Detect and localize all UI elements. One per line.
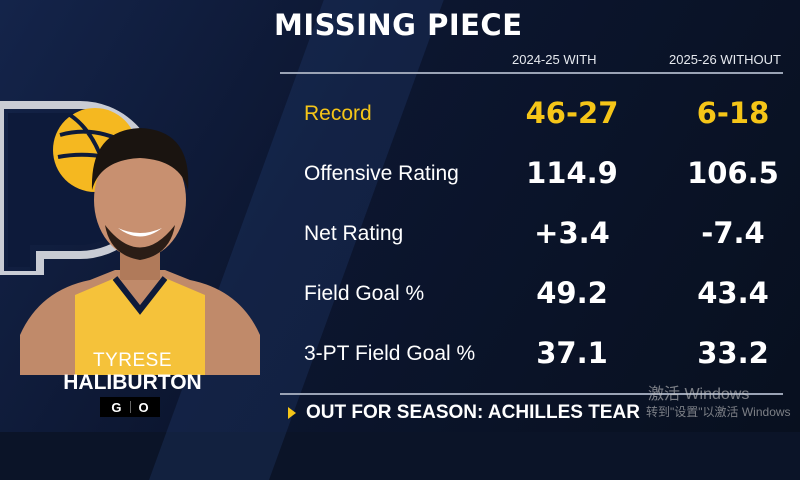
header-divider: [280, 72, 783, 74]
stat-label: 3-PT Field Goal %: [304, 342, 476, 365]
stat-with: 37.1: [536, 336, 608, 370]
footer-text: OUT FOR SEASON: ACHILLES TEAR: [306, 402, 640, 423]
stat-without: 43.4: [697, 276, 769, 310]
stat-row-net-rating: Net Rating +3.4 -7.4: [0, 214, 800, 254]
player-photo: [20, 128, 260, 375]
stat-without: -7.4: [701, 216, 765, 250]
stat-with: 49.2: [536, 276, 608, 310]
footer-divider: [280, 393, 783, 395]
footer-note: OUT FOR SEASON: ACHILLES TEAR: [288, 402, 640, 424]
stat-with: 114.9: [526, 156, 618, 190]
stat-without: 33.2: [697, 336, 769, 370]
player-first-name: TYRESE: [92, 350, 173, 371]
player-last-name: HALIBURTON: [63, 371, 202, 394]
position-2: O: [138, 399, 149, 415]
stat-with: 46-27: [525, 96, 619, 130]
column-header-with: 2024-25 WITH: [512, 52, 597, 67]
stat-label: Offensive Rating: [304, 162, 459, 185]
stat-row-record: Record 46-27 6-18: [0, 94, 800, 134]
divider: [129, 401, 131, 413]
stat-row-field-goal: Field Goal % 49.2 43.4: [0, 274, 800, 314]
graphic-title: MISSING PIECE: [274, 8, 523, 42]
stat-label: Field Goal %: [304, 282, 425, 305]
stat-row-three-point: 3-PT Field Goal % 37.1 33.2: [0, 334, 800, 374]
stat-without: 106.5: [687, 156, 779, 190]
stat-label: Record: [304, 102, 372, 125]
windows-watermark-subtitle: 转到"设置"以激活 Windows: [646, 405, 791, 419]
column-header-without: 2025-26 WITHOUT: [669, 52, 781, 67]
stat-without: 6-18: [696, 96, 770, 130]
windows-watermark-title: 激活 Windows: [648, 386, 750, 403]
triangle-right-icon: [288, 407, 296, 419]
stat-with: +3.4: [534, 216, 610, 250]
position-1: G: [111, 399, 122, 415]
stat-label: Net Rating: [304, 222, 404, 245]
stat-row-offensive-rating: Offensive Rating 114.9 106.5: [0, 154, 800, 194]
